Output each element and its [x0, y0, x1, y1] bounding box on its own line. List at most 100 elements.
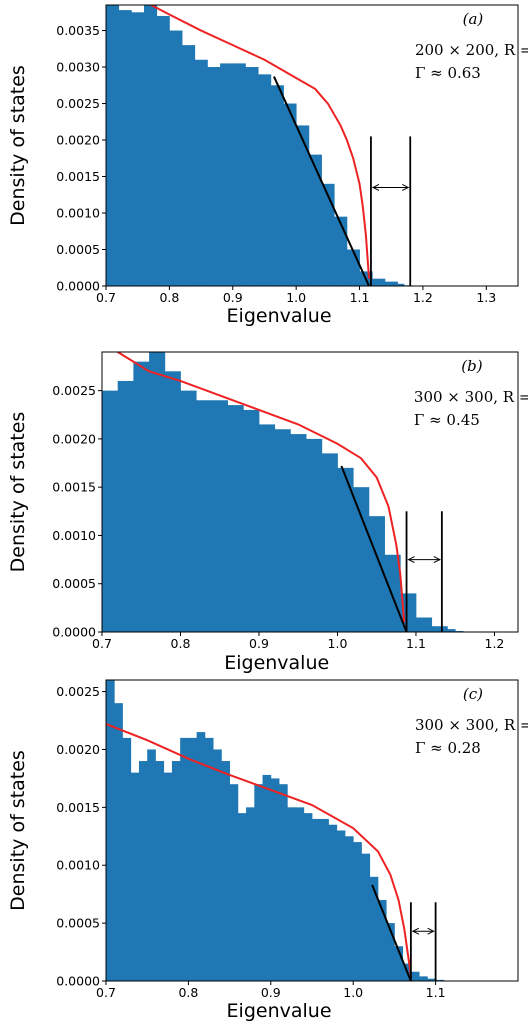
- panel-b-y-tick-label: 0.0015: [52, 480, 96, 495]
- panel-b-theory-curve: [117, 352, 406, 623]
- panel-b-histogram-bar: [180, 390, 197, 632]
- panel-a-y-tick-label: 0.0005: [56, 242, 100, 257]
- panel-c-histogram-bar: [163, 772, 173, 981]
- panel-c-y-axis-label: Density of states: [7, 750, 29, 911]
- panel-c-y-tick-label: 0.0020: [56, 742, 100, 757]
- panel-c-histogram-bar: [336, 830, 346, 981]
- panel-c-histogram-bar: [229, 784, 239, 981]
- panel-b-y-tick-label: 0.0005: [52, 576, 96, 591]
- panel-a-histogram-bar: [232, 63, 246, 286]
- panel-c-histogram-bar: [353, 842, 362, 981]
- panel-c-histogram-bar: [147, 749, 156, 981]
- panel-a-x-axis-label: Eigenvalue: [227, 305, 332, 327]
- panel-a-histogram-bar: [346, 249, 360, 286]
- panel-c-arrow-head-left: [411, 927, 420, 935]
- panel-c-gamma-label: Γ ≈ 0.28: [415, 739, 481, 757]
- panel-b-histogram-bar: [164, 371, 181, 632]
- panel-c-histogram-bar: [196, 732, 206, 981]
- panel-c-histogram-bar: [114, 703, 123, 981]
- panel-c-histogram-bar: [221, 761, 230, 981]
- panel-c-histogram-bar: [130, 772, 140, 981]
- panel-b-tangent-line: [340, 465, 408, 632]
- panel-a: 0.7 0.8 0.9 1.0 1.1 1.2 1.3 0.0000 0.0005 0.0010 0…: [7, 4, 528, 327]
- panel-b-arrow-head-left: [407, 556, 415, 564]
- panel-a-arrow-head-left: [371, 184, 380, 191]
- panel-c-histogram-bar: [361, 853, 371, 981]
- panel-b-histogram-bar: [447, 629, 456, 632]
- panel-b-x-tick-label: 0.8: [171, 636, 191, 651]
- panel-a-histogram-bar: [308, 154, 322, 286]
- panel-b-x-tick-label: 0.9: [249, 636, 269, 651]
- panel-a-y-tick-label: 0.0035: [56, 23, 100, 38]
- panel-c-theory-curve: [106, 723, 412, 976]
- panel-c-histogram-bar: [188, 737, 198, 981]
- panel-a-x-tick-label: 1.1: [350, 290, 370, 305]
- panel-b-histogram-bar: [211, 400, 228, 632]
- panel-c-histogram-bar: [287, 807, 296, 981]
- panel-c-histogram-bar: [419, 976, 428, 981]
- panel-a-histogram-bar: [334, 216, 348, 286]
- panel-c-histogram-bar: [394, 946, 404, 981]
- panel-c-panel-tag: (c): [463, 685, 483, 703]
- panel-c-x-axis-label: Eigenvalue: [227, 1000, 332, 1022]
- panel-b-histogram-bar: [400, 593, 417, 632]
- panel-a-y-tick-label: 0.0020: [56, 133, 100, 148]
- panel-a-histogram-bar: [270, 85, 284, 286]
- panel-b-histogram-bar: [415, 617, 433, 632]
- panel-a-histogram-bar: [156, 15, 170, 286]
- panel-a-x-tick-label: 0.9: [223, 290, 243, 305]
- panel-b-x-tick-label: 1.2: [485, 636, 505, 651]
- panel-b-histogram-bar: [227, 405, 244, 632]
- panel-c-x-tick-label: 1.0: [343, 985, 363, 1000]
- panel-a-histogram-bar: [258, 74, 272, 286]
- panel-c-histogram-bar: [155, 761, 165, 981]
- panel-b-x-tick-label: 1.0: [328, 636, 348, 651]
- panel-a-histogram-bar: [384, 281, 398, 286]
- panel-b-arrow-head-right: [433, 556, 441, 564]
- panel-a-histogram-bar: [131, 12, 145, 286]
- panel-b-histogram-bar: [321, 453, 338, 632]
- panel-b-histogram-bar: [258, 424, 276, 632]
- panel-a-theory-curve: [148, 5, 371, 279]
- panel-b-gamma-label: Γ ≈ 0.45: [414, 411, 480, 429]
- panel-c-x-tick-label: 0.7: [96, 985, 116, 1000]
- panel-a-gamma-label: Γ ≈ 0.63: [415, 64, 481, 82]
- panel-a-histogram-bar: [397, 283, 405, 286]
- panel-c-histogram-bar: [386, 923, 395, 981]
- panel-b-histogram-bar: [133, 361, 150, 632]
- panel-c-histogram-bar: [328, 824, 338, 981]
- panel-a-panel-tag: (a): [463, 10, 484, 28]
- panel-a-axes-frame: [105, 4, 519, 287]
- panel-c-size-label: 300 × 300, R = 7: [415, 716, 528, 734]
- panel-b-axes-frame: [101, 351, 519, 633]
- panel-a-histogram-bar: [194, 59, 208, 286]
- panel-c-histogram-bar: [138, 761, 148, 981]
- panel-b-histogram-bar: [431, 626, 448, 632]
- panel-c-y-tick-label: 0.0010: [56, 858, 100, 873]
- panel-a-x-tick-label: 0.7: [96, 290, 116, 305]
- panel-a-histogram-bar: [118, 10, 132, 286]
- panel-b-histogram-bar: [368, 516, 385, 632]
- panel-a-histogram-bar: [321, 183, 335, 286]
- panel-c-histogram-bar: [312, 818, 321, 981]
- panel-a-x-tick-label: 0.8: [159, 290, 179, 305]
- panel-a-plot-area: [106, 5, 412, 286]
- panel-b-x-tick-label: 1.1: [406, 636, 426, 651]
- panel-b-histogram-bar: [290, 434, 307, 632]
- panel-a-histogram-bar: [106, 5, 120, 286]
- panel-a-x-tick-label: 1.2: [413, 290, 433, 305]
- panel-c-histogram-bar: [106, 680, 115, 981]
- panel-c-histogram-bar: [435, 979, 445, 981]
- panel-b-histogram-bar: [274, 429, 291, 632]
- panel-c-y-tick-label: 0.0025: [56, 684, 100, 699]
- panel-c-histogram-bar: [213, 749, 222, 981]
- panel-b-y-axis-label: Density of states: [7, 412, 29, 573]
- panel-c-y-tick-label: 0.0015: [56, 800, 100, 815]
- panel-c-histogram-bar: [279, 784, 288, 981]
- panel-c-histogram-bar: [303, 813, 313, 981]
- panel-b-histogram-bar: [196, 400, 213, 632]
- panel-c-tangent-line: [371, 884, 412, 981]
- panel-b-histogram-bar: [353, 487, 370, 632]
- panel-c-histogram-bar: [377, 899, 387, 981]
- panel-b-y-tick-label: 0.0020: [52, 431, 96, 446]
